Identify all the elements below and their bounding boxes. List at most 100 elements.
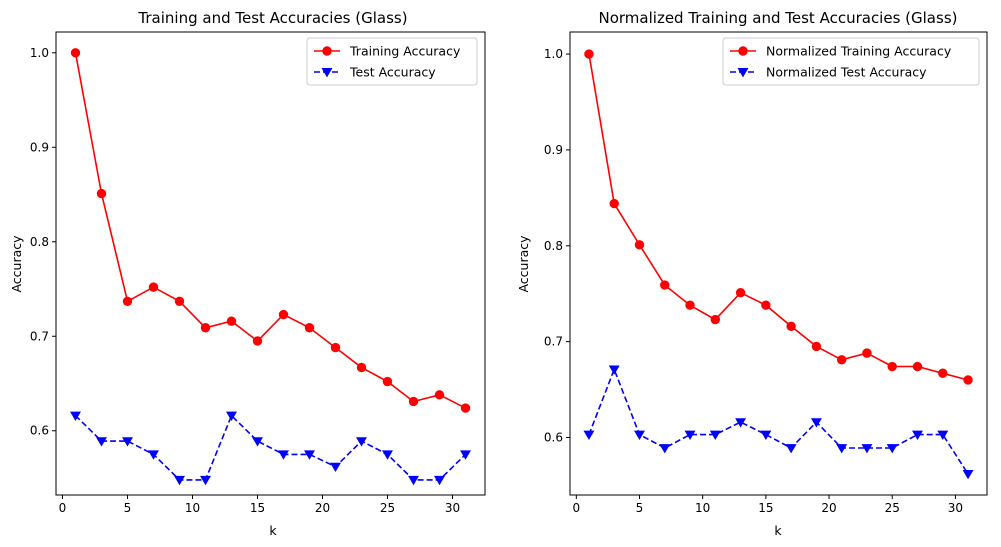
data-point xyxy=(634,240,645,250)
data-point xyxy=(583,430,595,440)
subplot-normalized: Normalized Training and Test Accuracies … xyxy=(516,9,988,538)
data-point xyxy=(811,341,822,352)
legend-label: Normalized Training Accuracy xyxy=(766,44,952,59)
data-point xyxy=(330,342,341,353)
data-point xyxy=(760,430,772,440)
y-tick-label: 0.7 xyxy=(30,329,49,343)
data-point xyxy=(810,418,822,428)
data-point xyxy=(609,198,619,209)
series-training xyxy=(584,49,973,385)
data-point xyxy=(962,469,974,480)
data-point xyxy=(174,296,185,306)
x-tick-label: 0 xyxy=(572,501,580,515)
x-tick-label: 15 xyxy=(250,501,265,515)
y-tick-label: 0.8 xyxy=(544,239,563,253)
legend-label: Normalized Test Accuracy xyxy=(766,65,927,80)
x-axis-label: k xyxy=(269,523,277,538)
plot-area xyxy=(70,48,471,486)
legend-frame xyxy=(306,37,478,86)
legend-frame xyxy=(722,37,980,86)
data-point xyxy=(710,314,721,325)
data-point xyxy=(278,309,289,320)
data-point xyxy=(304,450,315,460)
data-point xyxy=(148,282,159,292)
data-point xyxy=(836,444,848,454)
data-point xyxy=(608,365,620,375)
x-tick-label: 30 xyxy=(948,501,963,515)
y-tick-label: 0.7 xyxy=(544,335,563,349)
data-point xyxy=(200,475,211,486)
legend-marker xyxy=(738,46,748,56)
data-point xyxy=(887,361,897,372)
data-point xyxy=(912,430,923,440)
legend-label: Training Accuracy xyxy=(349,44,461,59)
data-point xyxy=(861,444,873,454)
x-tick-label: 25 xyxy=(885,501,900,515)
data-point xyxy=(252,336,263,346)
data-point xyxy=(709,430,721,440)
axes-frame xyxy=(55,31,486,496)
x-tick-label: 5 xyxy=(124,501,132,515)
x-tick-label: 0 xyxy=(59,501,67,515)
legend-label: Test Accuracy xyxy=(349,65,436,80)
data-point xyxy=(122,437,133,447)
data-point xyxy=(96,188,107,199)
data-point xyxy=(735,418,747,428)
data-point xyxy=(434,390,445,400)
data-point xyxy=(200,323,211,333)
data-point xyxy=(634,430,645,440)
y-tick-label: 0.9 xyxy=(544,143,563,157)
plot-area xyxy=(583,49,974,480)
axis-ticks: 0 5 10 15 20 25 30 0.6 0.7 0.8 0.9 1.0 xyxy=(544,47,963,515)
x-tick-label: 30 xyxy=(445,501,460,515)
series-line xyxy=(588,53,969,381)
series-training xyxy=(70,48,471,413)
data-point xyxy=(684,430,696,440)
data-point xyxy=(963,375,973,385)
series-test xyxy=(70,411,471,486)
x-tick-label: 5 xyxy=(636,501,644,515)
subplot-training-test: Training and Test Accuracies (Glass) 0 5 1… xyxy=(9,9,486,538)
legend: Normalized Training Accuracy Normalized T… xyxy=(722,37,980,86)
x-tick-label: 10 xyxy=(695,501,710,515)
data-point xyxy=(460,450,471,460)
legend-marker xyxy=(322,46,332,56)
chart-title: Training and Test Accuracies (Glass) xyxy=(137,9,407,27)
series-line xyxy=(74,52,466,409)
x-axis-label: k xyxy=(774,523,782,538)
data-point xyxy=(862,348,872,358)
series-test xyxy=(583,365,974,480)
y-tick-label: 0.6 xyxy=(544,430,563,444)
legend: Training Accuracy Test Accuracy xyxy=(306,37,478,86)
data-point xyxy=(685,300,695,310)
y-tick-label: 0.8 xyxy=(30,235,49,249)
data-point xyxy=(786,321,796,331)
data-point xyxy=(70,48,81,58)
series-line xyxy=(588,367,969,475)
series-line xyxy=(74,414,467,481)
data-point xyxy=(330,462,341,473)
legend-item: Normalized Training Accuracy xyxy=(730,44,952,59)
data-point xyxy=(886,444,898,454)
data-point xyxy=(252,437,263,447)
data-point xyxy=(761,300,771,310)
x-tick-label: 20 xyxy=(315,501,330,515)
data-point xyxy=(938,368,948,378)
data-point xyxy=(785,444,797,454)
data-point xyxy=(278,450,289,460)
data-point xyxy=(660,280,670,290)
data-point xyxy=(122,296,133,306)
y-tick-label: 1.0 xyxy=(544,47,563,61)
data-point xyxy=(148,450,159,460)
data-point xyxy=(836,355,847,365)
axes-frame xyxy=(569,31,988,496)
data-point xyxy=(735,288,746,298)
data-point xyxy=(174,475,185,486)
data-point xyxy=(912,361,923,372)
y-tick-label: 1.0 xyxy=(30,46,49,60)
legend-item: Normalized Test Accuracy xyxy=(730,65,927,80)
y-axis-label: Accuracy xyxy=(516,235,531,293)
legend-marker xyxy=(321,68,333,78)
